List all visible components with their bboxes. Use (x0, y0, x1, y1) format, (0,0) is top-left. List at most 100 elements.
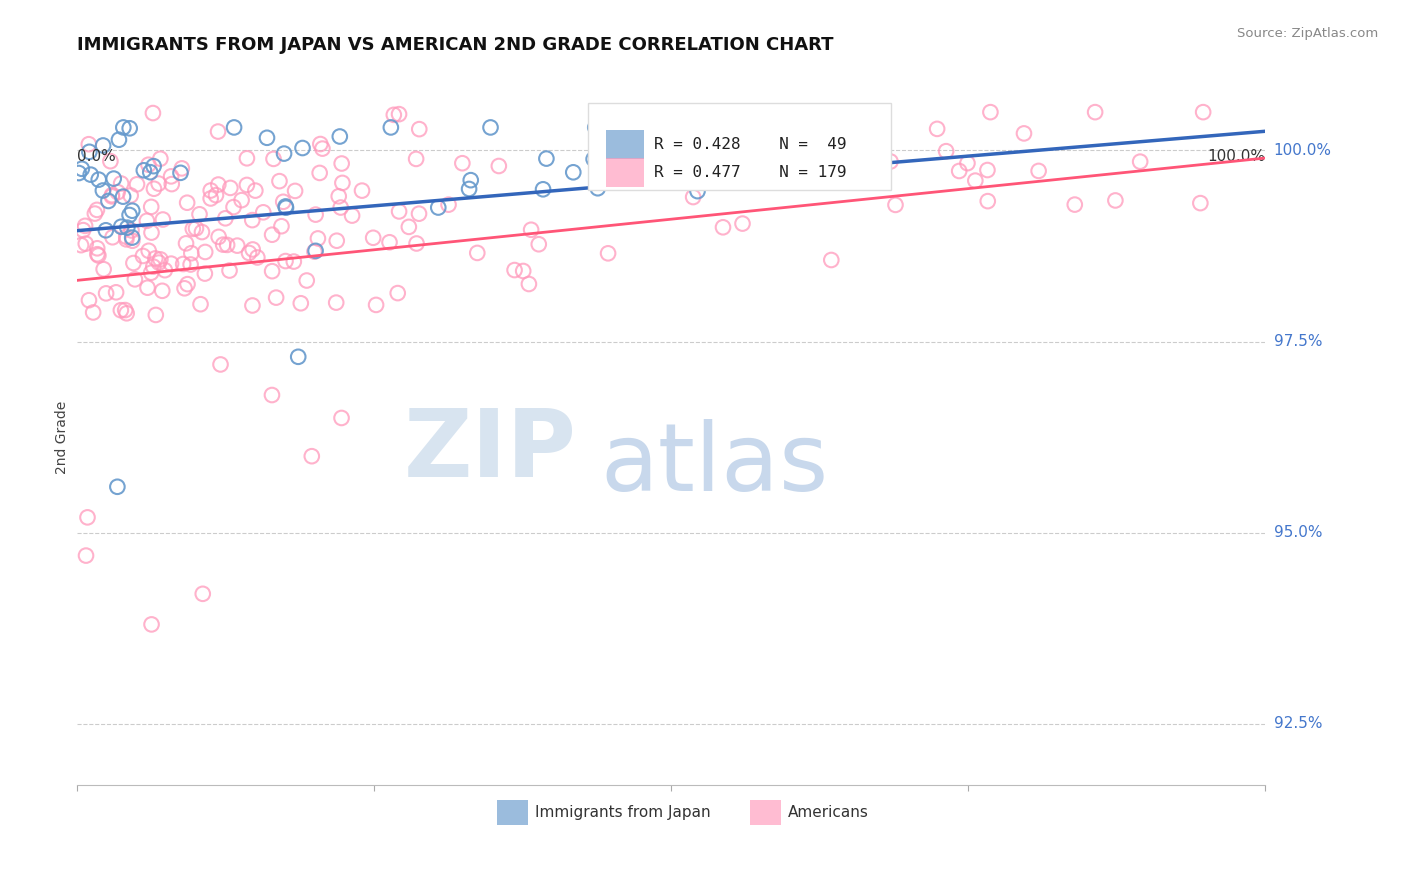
FancyBboxPatch shape (749, 799, 780, 824)
Point (479, 120, 502, 135)
Text: 97.5%: 97.5% (1274, 334, 1322, 349)
Point (214, 211, 236, 226)
Point (79, 145, 101, 159)
Point (329, 129, 352, 144)
Point (562, 165, 585, 179)
Point (114, 303, 136, 318)
Point (200, 184, 222, 198)
Point (67, 166, 90, 180)
Point (388, 107, 411, 121)
Point (121, 223, 143, 237)
Point (231, 193, 253, 207)
Point (1129, 154, 1152, 169)
Point (672, 157, 695, 171)
Point (91, 184, 114, 198)
Point (160, 177, 183, 191)
Point (307, 231, 329, 245)
Point (141, 200, 163, 214)
Point (586, 181, 609, 195)
Point (512, 264, 534, 278)
Point (172, 257, 194, 271)
Point (70, 161, 93, 176)
Point (141, 617, 163, 632)
Point (150, 284, 173, 298)
Point (149, 152, 172, 166)
Point (724, 147, 747, 161)
Point (977, 194, 1000, 208)
Point (304, 244, 326, 258)
Point (207, 124, 229, 138)
Point (260, 388, 283, 402)
Point (460, 173, 482, 187)
Point (620, 127, 643, 141)
Point (174, 236, 197, 251)
Point (72, 223, 94, 237)
Point (527, 237, 550, 252)
Point (711, 220, 734, 235)
Point (142, 182, 165, 196)
Point (329, 201, 352, 215)
Point (309, 136, 332, 151)
Point (124, 272, 146, 286)
Point (190, 297, 212, 311)
Point (1192, 105, 1215, 120)
Point (256, 130, 278, 145)
Point (380, 120, 402, 135)
Point (142, 260, 165, 274)
Point (205, 188, 228, 202)
Point (94, 286, 117, 301)
Point (169, 166, 191, 180)
Point (94, 223, 117, 237)
Point (935, 144, 957, 158)
Text: R = 0.428    N =  49: R = 0.428 N = 49 (654, 137, 846, 153)
Point (121, 234, 143, 248)
Point (304, 208, 326, 222)
Point (242, 298, 264, 312)
Point (408, 122, 430, 136)
Point (245, 184, 267, 198)
Point (273, 146, 295, 161)
Point (1063, 197, 1085, 211)
Point (108, 133, 131, 147)
Point (405, 152, 427, 166)
Text: Source: ZipAtlas.com: Source: ZipAtlas.com (1237, 27, 1378, 40)
Point (86, 202, 108, 217)
Point (125, 178, 148, 192)
Point (1028, 164, 1050, 178)
Text: R = 0.477    N = 179: R = 0.477 N = 179 (654, 165, 846, 180)
Point (263, 152, 285, 166)
Point (465, 246, 488, 260)
Point (427, 201, 450, 215)
Point (398, 219, 420, 234)
Point (271, 194, 294, 209)
Point (87, 172, 110, 186)
Point (600, 136, 623, 151)
Point (531, 182, 554, 196)
Point (682, 190, 704, 204)
Point (596, 246, 619, 260)
Point (110, 219, 132, 234)
Point (143, 252, 166, 266)
Point (87, 248, 110, 262)
Point (222, 120, 245, 135)
Point (948, 164, 970, 178)
Text: Americans: Americans (787, 805, 869, 820)
Point (176, 277, 198, 292)
Point (852, 128, 875, 142)
Point (209, 358, 232, 372)
Point (1189, 196, 1212, 211)
Point (222, 200, 245, 214)
Point (1084, 105, 1107, 120)
Point (100, 154, 122, 169)
Point (80, 168, 103, 182)
Point (238, 246, 260, 260)
Point (304, 244, 326, 259)
Point (141, 266, 163, 280)
Point (141, 226, 163, 240)
Text: 95.0%: 95.0% (1274, 525, 1322, 541)
FancyBboxPatch shape (588, 103, 891, 190)
Point (153, 263, 176, 277)
FancyBboxPatch shape (606, 158, 644, 187)
Point (340, 209, 363, 223)
FancyBboxPatch shape (496, 799, 527, 824)
